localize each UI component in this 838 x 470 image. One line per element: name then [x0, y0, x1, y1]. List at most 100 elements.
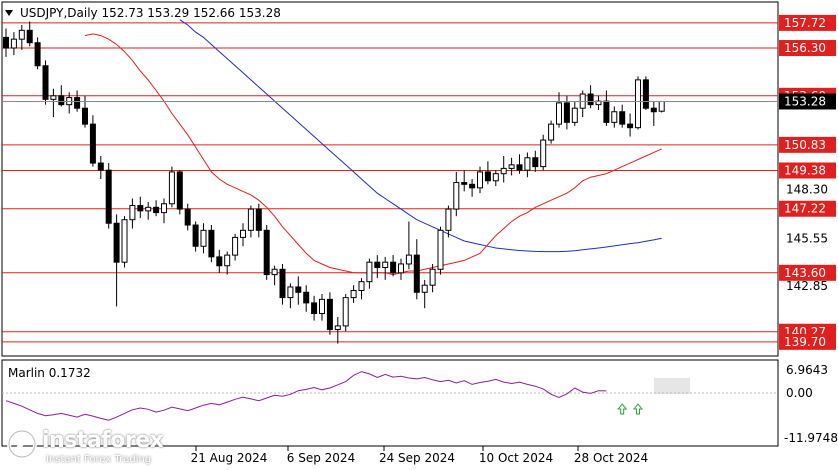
candle-body-9 — [74, 97, 81, 109]
level-label-bg-0 — [779, 14, 836, 31]
candle-body-78 — [619, 111, 626, 125]
candle-body-0 — [3, 36, 9, 49]
candle-body-68 — [540, 139, 547, 168]
candle-body-63 — [500, 167, 507, 175]
level-label-bg-1 — [779, 40, 836, 57]
candle-body-41 — [326, 298, 333, 330]
level-label-0: 157.72 — [784, 16, 826, 30]
candle-body-79 — [627, 123, 634, 129]
candle-body-7 — [58, 95, 65, 106]
level-label-6: 143.60 — [784, 266, 826, 280]
indicator-panel: Marlin 0.1732 6.9643 0.00 -11.9748 — [1, 359, 838, 447]
x-axis: 21 Aug 2024 6 Sep 2024 24 Sep 2024 10 Oct 2… — [191, 446, 648, 465]
candle-body-61 — [484, 171, 491, 182]
candle-body-59 — [469, 183, 476, 189]
candle-body-77 — [611, 111, 618, 123]
logo-name: instaforex — [42, 428, 164, 453]
candle-body-15 — [121, 219, 128, 263]
y-tick-label-2: 142.85 — [786, 279, 828, 293]
candle-body-43 — [342, 297, 349, 327]
y-tick-label-1: 145.55 — [786, 231, 828, 245]
candle-body-80 — [635, 79, 641, 129]
candle-body-72 — [571, 107, 578, 123]
level-label-bg-5 — [779, 200, 836, 217]
candle-body-21 — [168, 171, 175, 205]
candle-body-29 — [232, 236, 239, 256]
candle-body-57 — [453, 182, 460, 210]
candle-body-71 — [563, 102, 570, 123]
candle-body-30 — [240, 229, 246, 238]
level-label-1: 156.30 — [784, 41, 826, 55]
candle-body-1 — [10, 38, 17, 49]
candle-body-60 — [477, 171, 483, 189]
buy-arrow-icon-1 — [632, 403, 644, 415]
candle-body-40 — [319, 298, 325, 315]
candle-body-52 — [413, 254, 420, 293]
main-panel: 157.72156.30153.60150.83149.38147.22143.… — [1, 1, 836, 357]
candle-body-50 — [398, 263, 404, 274]
instaforex-logo: instaforex Instant Forex Trading — [6, 426, 184, 468]
candle-body-81 — [642, 79, 649, 109]
indicator-scale-zero: 0.00 — [786, 386, 813, 400]
indicator-current-box — [654, 378, 690, 394]
candle-body-66 — [524, 157, 531, 171]
candle-body-6 — [50, 95, 57, 100]
y-tick-label-0: 148.30 — [786, 183, 828, 197]
main-panel-border — [1, 1, 779, 357]
indicator-scale-top: 6.9643 — [786, 363, 828, 377]
ma-blue-line — [179, 19, 662, 253]
candle-body-47 — [374, 261, 381, 269]
candle-body-45 — [358, 281, 365, 292]
x-tick-label-2: 24 Sep 2024 — [379, 451, 455, 465]
candle-body-25 — [200, 229, 207, 247]
level-label-bg-8 — [779, 333, 836, 350]
candle-body-11 — [89, 123, 96, 164]
ma-red-line — [84, 33, 662, 276]
candle-body-2 — [18, 29, 25, 40]
candle-body-28 — [224, 254, 231, 267]
candle-body-16 — [129, 205, 136, 221]
level-label-4: 149.38 — [784, 164, 826, 178]
oscillator-line — [5, 371, 607, 421]
candle-body-37 — [295, 286, 302, 293]
candle-body-13 — [105, 169, 112, 224]
indicator-label: Marlin 0.1732 — [8, 366, 91, 380]
current-price-label: 153.28 — [784, 94, 826, 108]
candle-body-48 — [382, 261, 389, 269]
level-label-bg-3 — [779, 136, 836, 153]
symbol-header: USDJPY,Daily 152.73 153.29 152.66 153.28 — [20, 6, 281, 20]
candle-body-56 — [445, 208, 452, 231]
candle-body-58 — [461, 182, 468, 185]
candle-body-65 — [516, 164, 523, 171]
x-tick-label-4: 28 Oct 2024 — [574, 451, 648, 465]
x-tick-label-0: 21 Aug 2024 — [191, 451, 268, 465]
candle-body-36 — [287, 286, 294, 299]
candle-body-18 — [145, 206, 152, 212]
candle-body-5 — [42, 65, 49, 100]
indicator-panel-border — [1, 359, 779, 447]
candle-body-32 — [255, 208, 262, 231]
level-label-bg-6 — [779, 264, 836, 281]
candle-body-19 — [153, 206, 160, 214]
candle-body-17 — [137, 205, 144, 212]
candle-body-42 — [334, 325, 341, 330]
candle-body-53 — [421, 284, 428, 293]
candle-body-62 — [492, 173, 499, 182]
candle-body-4 — [34, 42, 41, 67]
x-tick-label-1: 6 Sep 2024 — [287, 451, 355, 465]
candle-body-23 — [184, 208, 191, 226]
candle-body-24 — [192, 224, 199, 247]
candle-body-14 — [113, 222, 120, 263]
candle-body-83 — [658, 100, 665, 112]
indicator-scale-bottom: -11.9748 — [784, 431, 838, 445]
candle-body-55 — [437, 229, 444, 270]
candle-body-82 — [650, 107, 657, 113]
x-tick-label-3: 10 Oct 2024 — [479, 451, 553, 465]
logo-tagline: Instant Forex Trading — [46, 454, 152, 465]
instaforex-logo-icon — [7, 429, 37, 459]
collapse-triangle-icon[interactable] — [5, 10, 13, 16]
candle-body-44 — [350, 290, 357, 299]
candle-body-22 — [176, 171, 183, 210]
level-label-8: 139.70 — [784, 335, 826, 349]
